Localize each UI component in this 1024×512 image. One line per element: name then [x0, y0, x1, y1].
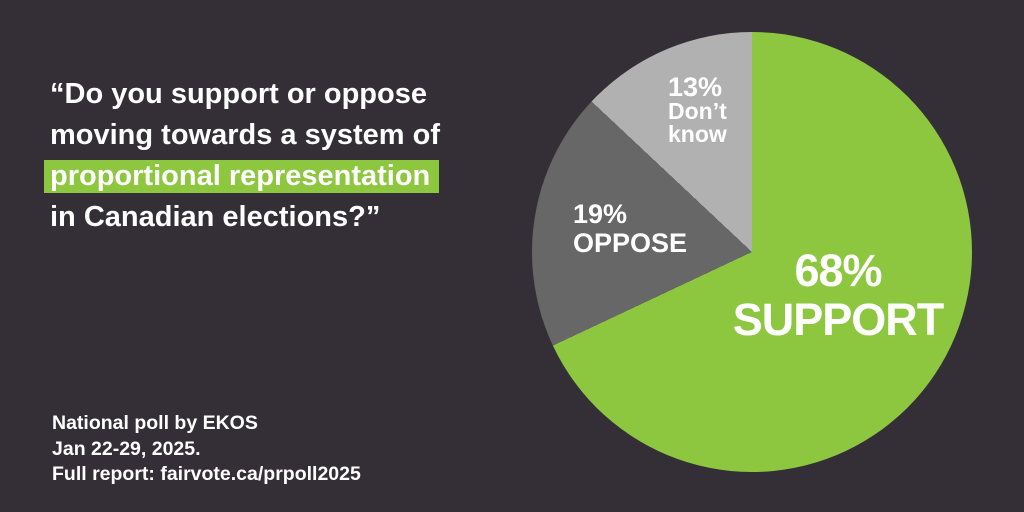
dont-know-name-line-2: know — [668, 120, 727, 147]
attribution-source: National poll by EKOS — [52, 412, 258, 434]
oppose-name: OPPOSE — [573, 228, 688, 258]
dont-know-name-line-1: Don’t — [668, 98, 727, 124]
poll-question-line-3: proportional representation — [44, 156, 440, 197]
poll-question: “Do you support or oppose moving towards… — [44, 74, 440, 238]
pie-chart: 68% SUPPORT 19% OPPOSE 13% Don’t know — [532, 32, 972, 472]
dont-know-percent: 13% — [668, 72, 723, 102]
attribution-dates: Jan 22-29, 2025. — [52, 437, 201, 460]
pie-label-oppose: 19% OPPOSE — [573, 200, 687, 258]
poll-question-line-4: in Canadian elections?” — [50, 201, 381, 233]
attribution: National poll by EKOS Jan 22-29, 2025. F… — [52, 411, 361, 488]
oppose-percent: 19% — [573, 199, 628, 229]
pie-label-dont-know: 13% Don’t know — [668, 74, 727, 145]
highlighted-phrase: proportional representation — [44, 160, 440, 193]
poll-question-line-1: “Do you support or oppose — [50, 78, 427, 110]
pie-label-support: 68% SUPPORT — [732, 245, 945, 345]
poll-question-line-2: moving towards a system of — [50, 119, 440, 151]
attribution-report-link: Full report: fairvote.ca/prpoll2025 — [52, 463, 361, 485]
support-percent: 68% — [794, 245, 882, 296]
support-name: SUPPORT — [732, 294, 945, 345]
